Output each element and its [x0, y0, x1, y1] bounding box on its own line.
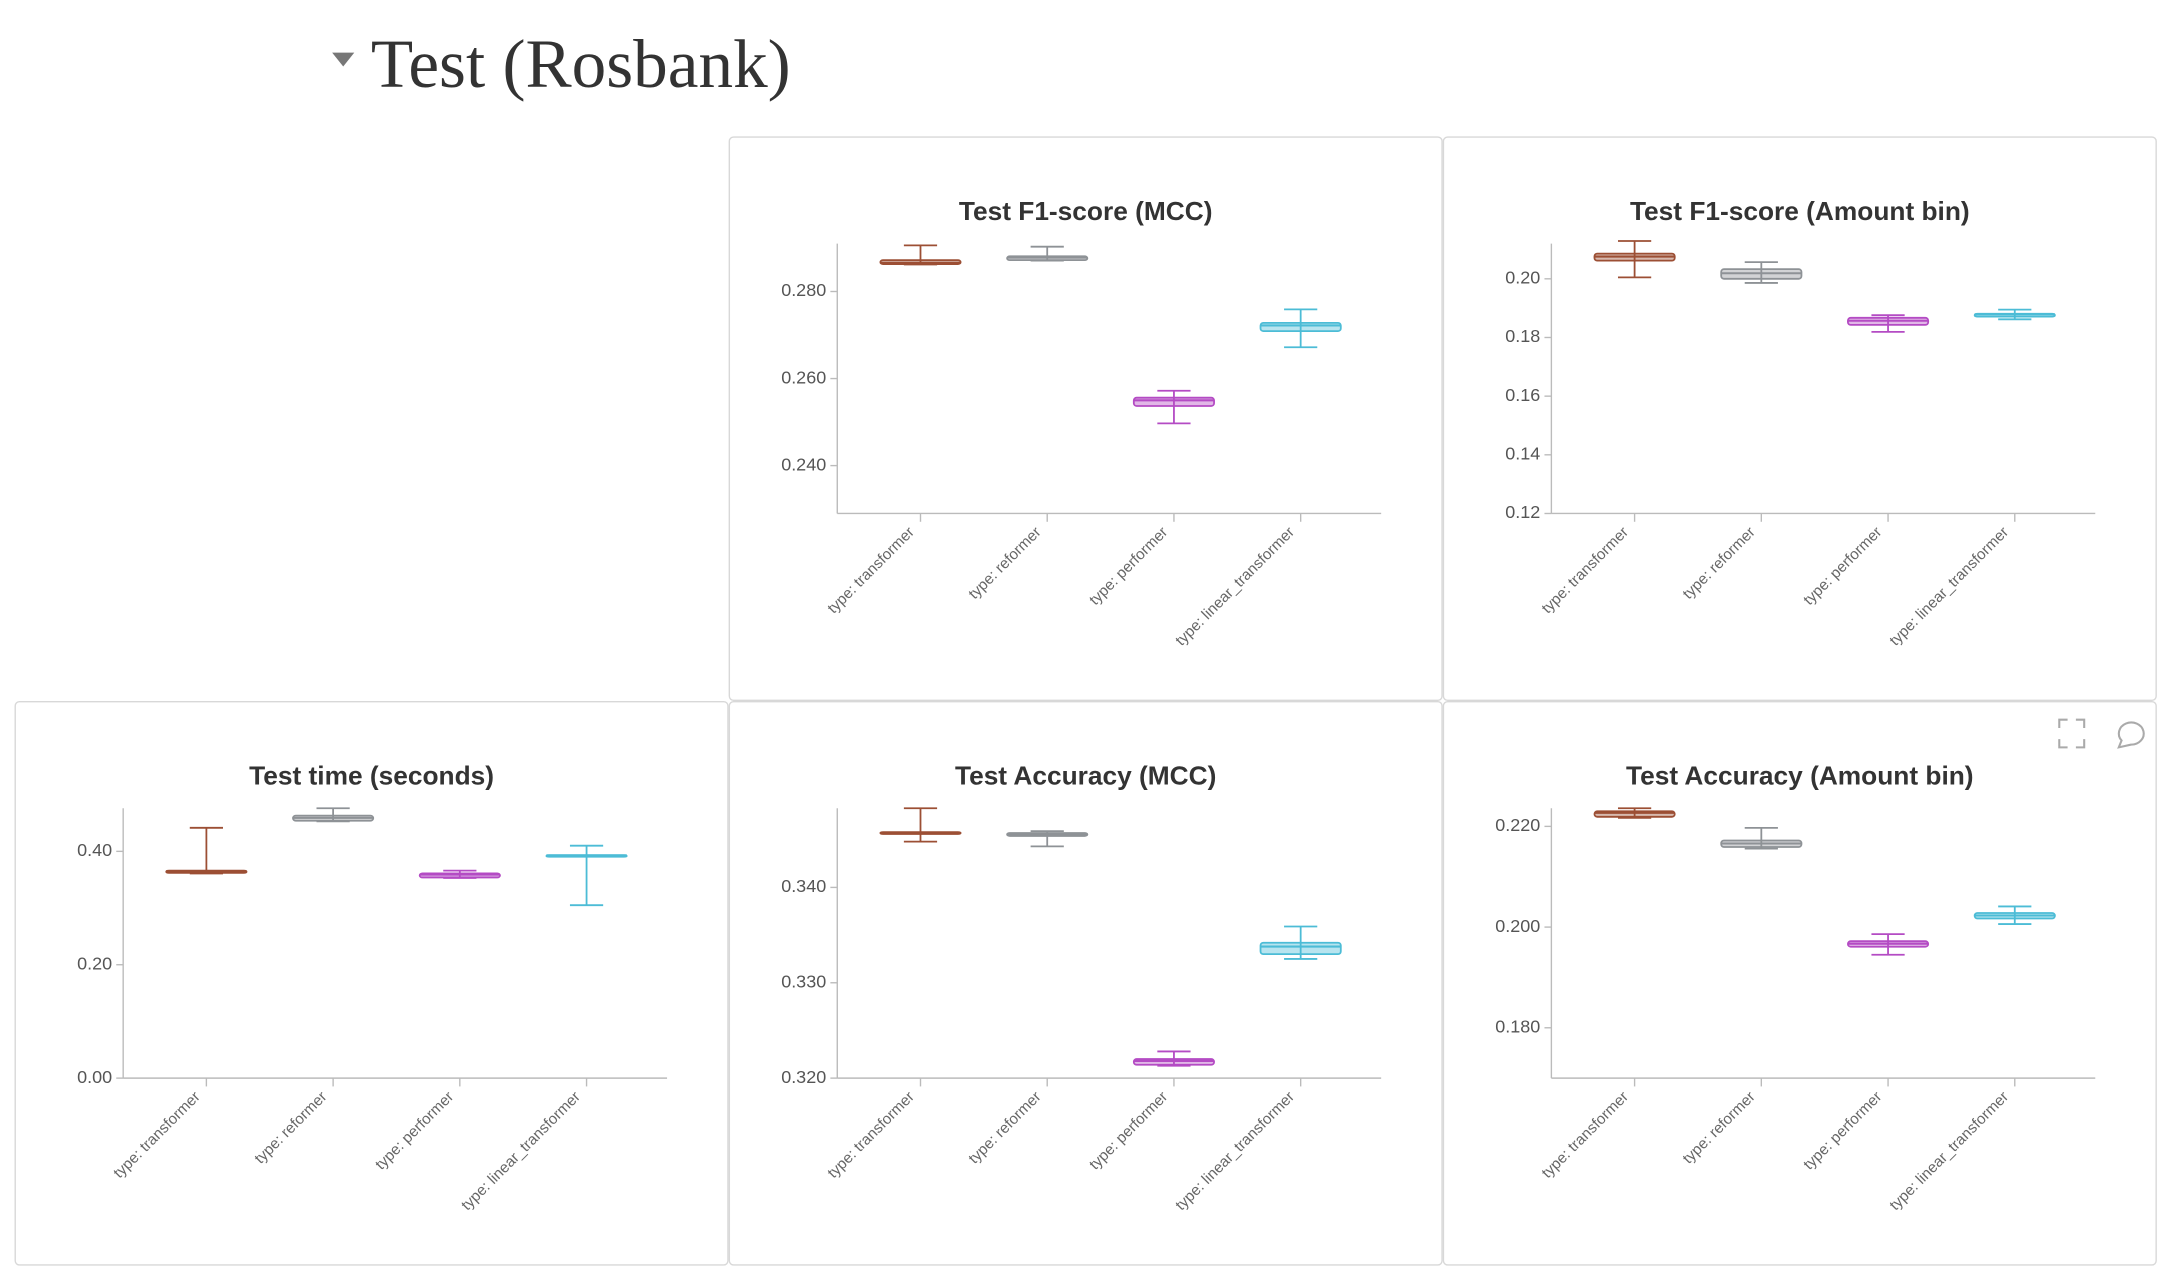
chart-panel: Test Accuracy (Amount bin) 0.180 0.200 0.22… — [1442, 701, 2157, 1266]
chart-title: Test Accuracy (MCC) — [955, 761, 1216, 791]
y-tick-label: 0.280 — [781, 280, 826, 300]
y-tick-label: 0.18 — [1505, 326, 1540, 346]
y-tick-label: 0.240 — [781, 454, 826, 474]
y-tick-label: 0.200 — [1495, 916, 1540, 936]
y-tick-label: 0.12 — [1505, 502, 1540, 522]
y-tick-label: 0.320 — [781, 1067, 826, 1087]
x-tick-label: type: performer — [1086, 524, 1171, 609]
y-tick-label: 0.20 — [1505, 268, 1540, 288]
x-tick-label: type: reformer — [1680, 524, 1759, 603]
chart-title: Test Accuracy (Amount bin) — [1626, 761, 1974, 791]
y-tick-label: 0.20 — [77, 953, 112, 973]
x-tick-label: type: performer — [372, 1088, 457, 1173]
box — [1132, 396, 1215, 407]
x-tick-label: type: performer — [1800, 524, 1885, 609]
expand-icon[interactable] — [2058, 718, 2086, 749]
y-tick-label: 0.40 — [77, 840, 112, 860]
x-tick-label: type: linear_transformer — [1886, 1088, 2012, 1214]
x-tick-label: type: reformer — [966, 1088, 1045, 1167]
y-tick-label: 0.16 — [1505, 385, 1540, 405]
x-tick-label: type: linear_transformer — [1172, 1088, 1298, 1214]
chart-title: Test F1-score (Amount bin) — [1630, 196, 1970, 226]
x-tick-label: type: transformer — [110, 1088, 203, 1181]
chart-panel: Test Accuracy (MCC) 0.320 0.330 0.340 type: … — [728, 701, 1443, 1266]
x-tick-label: type: linear_transformer — [1886, 524, 2012, 650]
y-tick-label: 0.340 — [781, 876, 826, 896]
x-tick-label: type: transformer — [1539, 1088, 1632, 1181]
panel-frame — [14, 701, 729, 1266]
collapse-toggle[interactable] — [332, 52, 355, 67]
x-tick-label: type: linear_transformer — [458, 1088, 584, 1214]
x-tick-label: type: reformer — [966, 524, 1045, 603]
y-tick-label: 0.180 — [1495, 1017, 1540, 1037]
chart-panel: Test time (seconds) 0.00 0.20 0.40 type: tra… — [14, 701, 729, 1266]
x-tick-label: type: transformer — [824, 524, 917, 617]
panel-frame — [728, 136, 1443, 702]
x-tick-label: type: performer — [1800, 1088, 1885, 1173]
section-title: Test (Rosbank) — [371, 25, 791, 102]
x-tick-label: type: linear_transformer — [1172, 524, 1298, 650]
y-tick-label: 0.260 — [781, 367, 826, 387]
x-tick-label: type: transformer — [824, 1088, 917, 1181]
x-tick-label: type: transformer — [1539, 524, 1632, 617]
x-tick-label: type: reformer — [1680, 1088, 1759, 1167]
y-tick-label: 0.14 — [1505, 444, 1540, 464]
y-tick-label: 0.330 — [781, 972, 826, 992]
chart-panel: Test F1-score (MCC) 0.240 0.260 0.280 type: … — [728, 136, 1443, 702]
chart-title: Test F1-score (MCC) — [959, 196, 1213, 226]
comment-icon[interactable] — [2117, 721, 2145, 749]
panel-icons — [2058, 718, 2145, 749]
box — [1259, 941, 1342, 956]
panel-frame — [728, 701, 1443, 1266]
y-tick-label: 0.220 — [1495, 815, 1540, 835]
y-tick-label: 0.00 — [77, 1067, 112, 1087]
x-tick-label: type: reformer — [251, 1088, 330, 1167]
chart-panel: Test F1-score (Amount bin) 0.12 0.14 0.16 0.… — [1442, 136, 2157, 702]
box — [1259, 321, 1342, 333]
panel-frame — [1442, 136, 2157, 702]
panel-frame — [1442, 701, 2157, 1266]
chart-title: Test time (seconds) — [249, 761, 494, 791]
x-tick-label: type: performer — [1086, 1088, 1171, 1173]
